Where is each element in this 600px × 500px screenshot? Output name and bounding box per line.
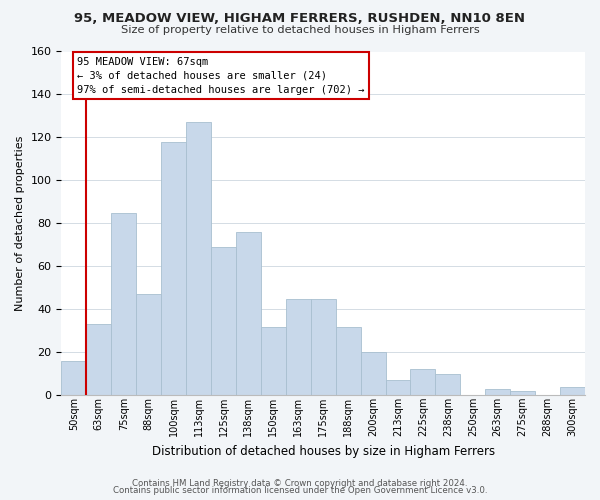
Bar [86,324,111,396]
Bar [386,380,410,396]
Text: 95 MEADOW VIEW: 67sqm
← 3% of detached houses are smaller (24)
97% of semi-detac: 95 MEADOW VIEW: 67sqm ← 3% of detached h… [77,56,365,94]
Bar [335,326,361,396]
Text: 95, MEADOW VIEW, HIGHAM FERRERS, RUSHDEN, NN10 8EN: 95, MEADOW VIEW, HIGHAM FERRERS, RUSHDEN… [74,12,526,26]
Bar [560,386,585,396]
Y-axis label: Number of detached properties: Number of detached properties [15,136,25,311]
Bar [261,326,286,396]
Bar [61,361,86,396]
Bar [311,298,335,396]
Bar [286,298,311,396]
Text: Contains public sector information licensed under the Open Government Licence v3: Contains public sector information licen… [113,486,487,495]
Bar [485,389,510,396]
Bar [236,232,261,396]
Text: Size of property relative to detached houses in Higham Ferrers: Size of property relative to detached ho… [121,25,479,35]
Bar [186,122,211,396]
Bar [510,391,535,396]
Bar [161,142,186,396]
X-axis label: Distribution of detached houses by size in Higham Ferrers: Distribution of detached houses by size … [152,444,495,458]
Bar [136,294,161,396]
Bar [111,212,136,396]
Bar [410,370,436,396]
Bar [211,247,236,396]
Text: Contains HM Land Registry data © Crown copyright and database right 2024.: Contains HM Land Registry data © Crown c… [132,478,468,488]
Bar [361,352,386,396]
Bar [436,374,460,396]
